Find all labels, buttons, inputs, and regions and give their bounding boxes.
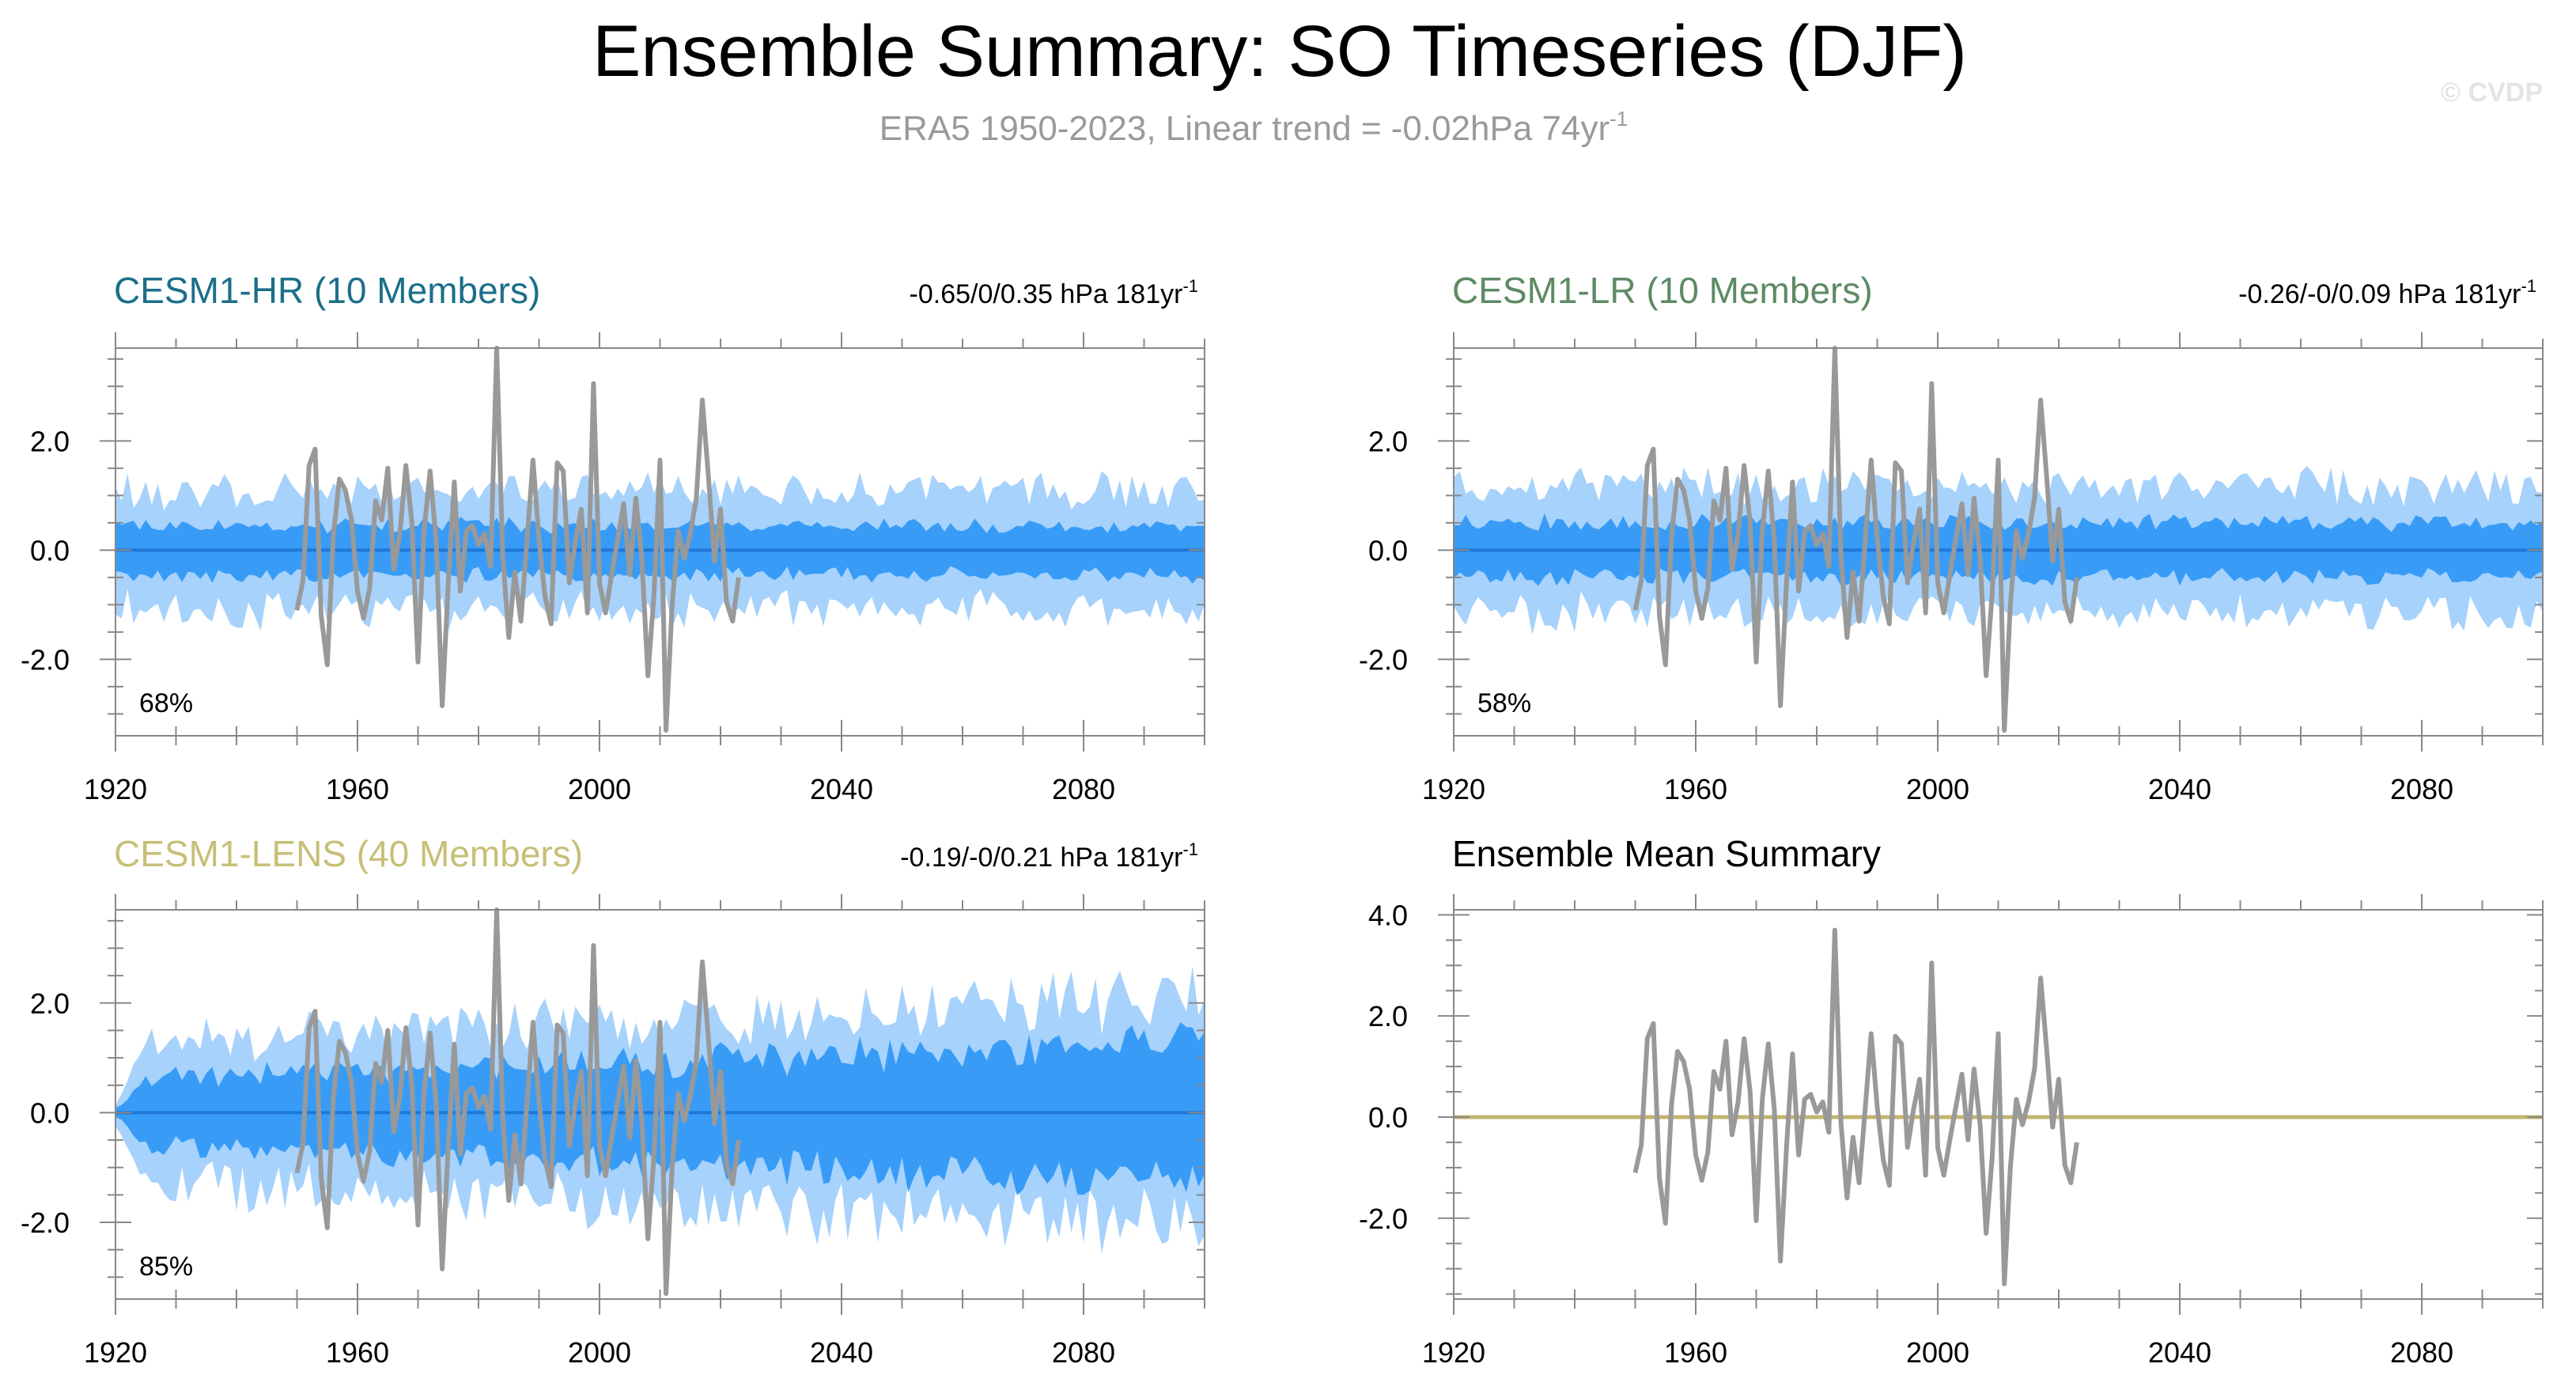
figure-title: Ensemble Summary: SO Timeseries (DJF) (592, 11, 1967, 92)
y-tick-label: -2.0 (1359, 643, 1408, 676)
panel-hr: CESM1-HR (10 Members) -0.65/0/0.35 hPa 18… (21, 270, 1205, 805)
panel-stat-lens: -0.19/-0/0.21 hPa 181yr-1 (900, 839, 1198, 873)
panel-lr: CESM1-LR (10 Members) -0.26/-0/0.09 hPa 1… (1359, 270, 2544, 805)
y-tick-label: 0.0 (1368, 534, 1408, 566)
x-tick-label: 2000 (1906, 1336, 1969, 1369)
panel-title-lens: CESM1-LENS (40 Members) (114, 833, 583, 874)
observation-line (294, 907, 741, 1297)
observation-line (1632, 927, 2079, 1286)
x-tick-label: 1920 (1422, 773, 1485, 805)
subtitle-text: ERA5 1950-2023, Linear trend = -0.02hPa … (879, 109, 1610, 148)
panel-stat-text: -0.65/0/0.35 hPa 181yr (910, 279, 1183, 309)
panel-stat-text: -0.19/-0/0.21 hPa 181yr (900, 843, 1182, 873)
x-tick-label: 2040 (2148, 1336, 2211, 1369)
x-tick-label: 2080 (1052, 1336, 1115, 1369)
x-tick-label: 1960 (326, 773, 389, 805)
panel-title-hr: CESM1-HR (10 Members) (114, 270, 540, 311)
observation-line (294, 346, 741, 733)
x-tick-label: 2080 (2390, 773, 2453, 805)
panel-stat-hr: -0.65/0/0.35 hPa 181yr-1 (910, 276, 1198, 309)
x-tick-label: 1960 (1664, 773, 1727, 805)
observation-line (1632, 346, 2079, 733)
panel-grid: CESM1-HR (10 Members) -0.65/0/0.35 hPa 18… (21, 270, 2544, 1369)
x-tick-label: 2040 (2148, 773, 2211, 805)
percent-label: 68% (139, 688, 193, 718)
y-tick-label: 2.0 (30, 425, 70, 457)
panel-title-mean: Ensemble Mean Summary (1452, 833, 1881, 874)
x-tick-label: 2080 (1052, 773, 1115, 805)
panel-stat-text: -0.26/-0/0.09 hPa 181yr (2238, 279, 2521, 309)
y-tick-label: -2.0 (21, 1206, 70, 1239)
y-tick-label: 2.0 (30, 987, 70, 1020)
panel-stat-superscript: -1 (1182, 839, 1198, 859)
panel-title-lr: CESM1-LR (10 Members) (1452, 270, 1873, 311)
panel-stat-superscript: -1 (2521, 276, 2536, 296)
panel-lens: CESM1-LENS (40 Members) -0.19/-0/0.21 hPa… (21, 833, 1205, 1369)
x-tick-label: 1920 (84, 1336, 147, 1369)
x-tick-label: 2000 (568, 773, 631, 805)
x-tick-label: 1920 (84, 773, 147, 805)
panel-mean: Ensemble Mean Summary 4.0 2.0 0.0 -2.0 1920 19… (1359, 833, 2544, 1369)
y-tick-label: -2.0 (1359, 1203, 1408, 1235)
y-tick-label: 2.0 (1368, 1000, 1408, 1032)
x-tick-label: 2000 (568, 1336, 631, 1369)
x-tick-label: 2080 (2390, 1336, 2453, 1369)
cvdp-watermark: © CVDP (2441, 78, 2543, 108)
x-tick-label: 1960 (326, 1336, 389, 1369)
figure-subtitle: ERA5 1950-2023, Linear trend = -0.02hPa … (879, 107, 1628, 148)
percent-label: 85% (139, 1252, 193, 1282)
subtitle-superscript: -1 (1610, 107, 1628, 131)
panel-stat-lr: -0.26/-0/0.09 hPa 181yr-1 (2238, 276, 2536, 309)
panel-stat-superscript: -1 (1182, 276, 1198, 296)
x-tick-label: 1960 (1664, 1336, 1727, 1369)
percent-label: 58% (1477, 688, 1531, 718)
x-tick-label: 2040 (810, 773, 873, 805)
y-tick-label: 0.0 (1368, 1101, 1408, 1134)
x-tick-label: 1920 (1422, 1336, 1485, 1369)
x-tick-label: 2000 (1906, 773, 1969, 805)
x-tick-label: 2040 (810, 1336, 873, 1369)
y-tick-label: -2.0 (21, 643, 70, 676)
y-tick-label: 0.0 (30, 1097, 70, 1129)
y-tick-label: 4.0 (1368, 899, 1408, 931)
y-tick-label: 2.0 (1368, 425, 1408, 457)
y-tick-label: 0.0 (30, 534, 70, 566)
